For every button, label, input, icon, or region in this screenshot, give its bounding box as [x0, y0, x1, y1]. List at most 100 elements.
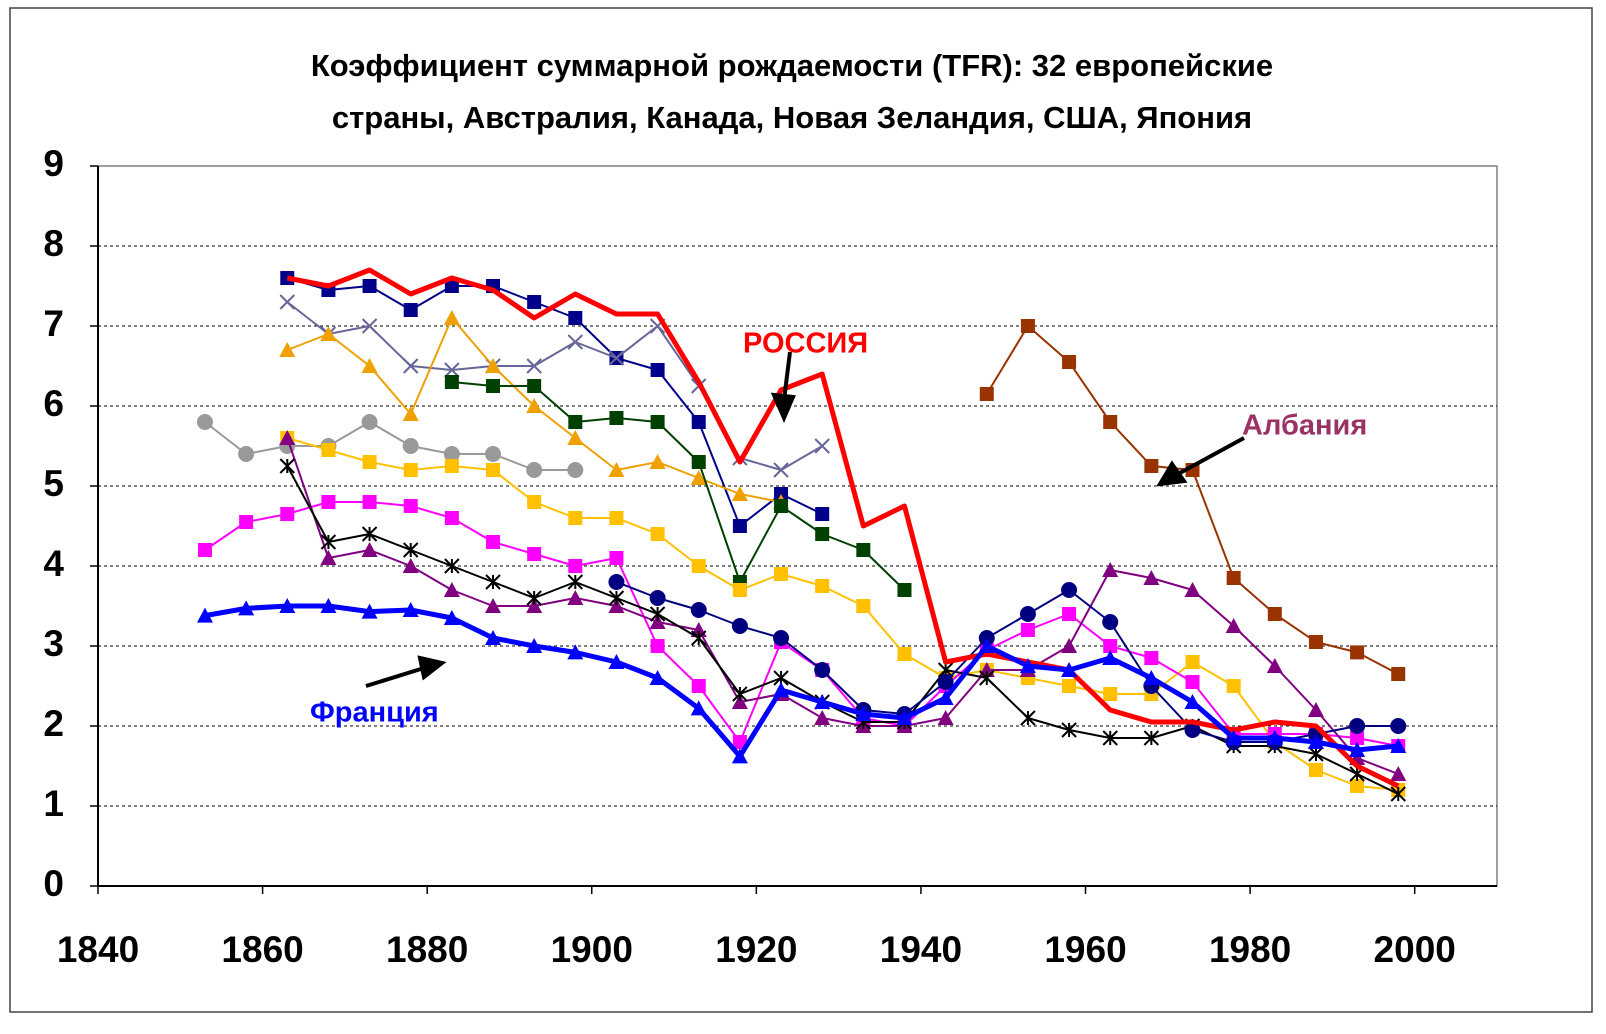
marker	[608, 350, 625, 366]
marker	[773, 630, 790, 646]
marker	[361, 414, 378, 430]
marker	[608, 574, 625, 590]
annotation: Албания	[1242, 410, 1367, 442]
marker	[1225, 618, 1242, 633]
y-tick-label: 1	[43, 783, 64, 824]
marker	[403, 303, 418, 317]
marker	[444, 362, 460, 378]
marker	[1144, 459, 1159, 473]
marker	[815, 507, 830, 521]
plot: 0 1 2 3 4 5 6 7 8 9 1840 1860 1880 1900 1920 1940 1960 19…	[43, 143, 1498, 970]
marker	[731, 618, 748, 634]
marker	[814, 694, 831, 709]
marker	[567, 574, 584, 590]
marker	[690, 602, 707, 618]
marker	[1019, 606, 1036, 622]
marker	[320, 598, 337, 613]
marker	[649, 454, 666, 469]
marker	[197, 543, 212, 557]
marker	[279, 458, 295, 474]
y-tick-label: 3	[43, 623, 64, 664]
marker	[1102, 730, 1118, 746]
x-tick-label: 1960	[1044, 929, 1126, 970]
marker	[320, 550, 337, 565]
marker	[731, 486, 748, 501]
marker	[691, 679, 706, 693]
marker	[608, 462, 625, 477]
marker	[979, 387, 994, 401]
marker	[238, 600, 255, 616]
marker	[1308, 763, 1323, 777]
marker	[486, 379, 501, 393]
marker	[1019, 658, 1036, 673]
marker	[774, 567, 789, 581]
marker	[773, 462, 789, 478]
marker	[815, 527, 830, 541]
marker	[1350, 779, 1365, 793]
marker	[896, 710, 913, 725]
chart-title: страны, Австралия, Канада, Новая Зеланди…	[332, 100, 1252, 135]
marker	[444, 375, 459, 389]
y-tick-label: 7	[43, 303, 64, 344]
x-tick-label: 1860	[221, 929, 303, 970]
marker	[608, 590, 625, 606]
marker	[485, 446, 502, 462]
marker	[526, 398, 543, 413]
y-tick-label: 8	[43, 223, 64, 264]
annotation: Франция	[310, 697, 439, 729]
series-line	[204, 421, 576, 471]
marker	[196, 607, 213, 623]
marker	[527, 547, 542, 561]
marker	[649, 606, 666, 622]
marker	[690, 470, 707, 485]
marker	[1062, 355, 1077, 369]
marker	[567, 462, 584, 478]
marker	[897, 647, 912, 661]
marker	[1226, 679, 1241, 693]
marker	[691, 455, 706, 469]
marker	[1184, 694, 1201, 709]
marker	[238, 446, 255, 462]
marker	[1061, 662, 1078, 677]
marker	[897, 583, 912, 597]
marker	[731, 694, 748, 709]
marker	[732, 735, 747, 749]
marker	[485, 358, 502, 373]
marker	[609, 411, 624, 425]
marker	[1226, 571, 1241, 585]
marker	[444, 511, 459, 525]
marker	[1020, 623, 1035, 637]
marker	[402, 558, 419, 573]
marker	[403, 463, 418, 477]
marker	[443, 582, 460, 597]
annotation: РОССИЯ	[743, 328, 868, 360]
marker	[568, 415, 583, 429]
marker	[1350, 731, 1365, 745]
marker	[1267, 607, 1282, 621]
marker	[526, 598, 543, 613]
marker	[814, 710, 831, 725]
marker	[485, 630, 502, 645]
x-tick-label: 1980	[1209, 929, 1291, 970]
marker	[609, 551, 624, 565]
marker	[402, 438, 419, 454]
marker	[1143, 570, 1160, 585]
marker	[1061, 582, 1078, 598]
marker	[814, 662, 831, 678]
y-tick-label: 6	[43, 383, 64, 424]
marker	[486, 463, 501, 477]
marker	[691, 415, 706, 429]
marker	[485, 598, 502, 613]
marker	[650, 363, 665, 377]
marker	[732, 686, 748, 702]
series-line	[286, 437, 1399, 791]
marker	[1061, 722, 1077, 738]
marker	[1143, 670, 1160, 685]
marker	[609, 511, 624, 525]
y-tick-label: 9	[43, 143, 64, 184]
marker	[649, 590, 666, 606]
marker	[567, 334, 584, 350]
marker	[937, 674, 954, 690]
marker	[1020, 319, 1035, 333]
marker	[650, 639, 665, 653]
